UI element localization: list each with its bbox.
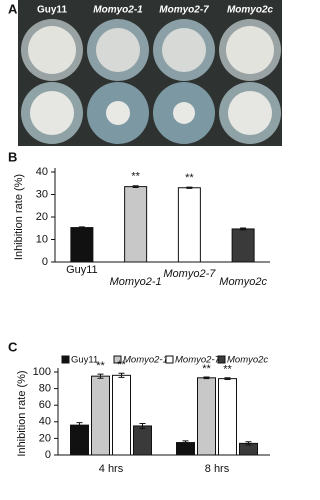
bar	[70, 424, 89, 456]
legend-label: Momyo2-1	[123, 355, 168, 366]
error-bar	[245, 441, 252, 446]
x-tick-label: Momyo2c	[219, 276, 267, 288]
column-label: Momyo2c	[227, 5, 274, 16]
plates	[21, 19, 281, 144]
x-tick-label: Momyo2-1	[110, 276, 162, 288]
error-bar	[186, 186, 193, 189]
y-tick-label: 40	[39, 416, 51, 428]
bar	[197, 377, 216, 456]
significance: **	[185, 172, 194, 184]
column-label: Momyo2-7	[159, 5, 209, 16]
x-tick-label: Momyo2-7	[163, 268, 216, 280]
panel-label: B	[8, 149, 17, 164]
significance: **	[96, 360, 105, 372]
row-label: 0 mM H₂O₂	[8, 24, 19, 76]
panel-label: C	[8, 339, 18, 354]
y-tick-label: 0	[42, 256, 48, 268]
row-label: 3 mM H₂O₂	[8, 87, 19, 139]
error-bar	[182, 440, 189, 445]
x-tick-label: 8 hrs	[205, 463, 230, 475]
bar	[133, 425, 152, 456]
significance: **	[202, 363, 211, 375]
error-bar	[78, 226, 85, 229]
column-label: Guy11	[37, 5, 67, 16]
y-tick-label: 80	[39, 383, 51, 395]
y-tick-label: 10	[36, 233, 48, 245]
significance: **	[117, 359, 126, 371]
error-bar	[118, 372, 125, 378]
legend-swatch	[217, 355, 226, 364]
y-axis-label: Inhibition rate (%)	[13, 174, 25, 260]
significance: **	[131, 171, 140, 183]
legend-label: Momyo2c	[227, 355, 268, 366]
y-tick-label: 20	[39, 432, 51, 444]
y-tick-label: 20	[36, 211, 48, 223]
error-bar	[139, 422, 146, 429]
y-tick-label: 100	[33, 366, 51, 378]
x-tick-label: 4 hrs	[99, 463, 124, 475]
bar	[112, 374, 131, 456]
legend-label: Guy11	[71, 355, 98, 366]
legend-swatch	[61, 355, 70, 364]
x-tick-label: Guy11	[66, 264, 98, 276]
bar	[70, 227, 94, 263]
error-bar	[97, 373, 104, 379]
bar	[124, 186, 148, 263]
y-tick-label: 0	[45, 449, 51, 461]
bar	[177, 187, 201, 263]
bar	[218, 378, 237, 456]
y-tick-label: 60	[39, 399, 51, 411]
legend-label: Momyo2-7	[175, 355, 221, 366]
legend-swatch	[165, 355, 174, 364]
error-bar	[224, 377, 231, 380]
legend-swatch	[113, 355, 122, 364]
y-axis-label: Inhibition rate (%)	[16, 370, 28, 456]
error-bar	[132, 185, 139, 189]
figure: A Guy11 Momyo2-1 Momyo2-7 Momyo2c 0 mM H…	[8, 0, 282, 475]
error-bar	[203, 376, 210, 380]
error-bar	[240, 227, 247, 231]
column-label: Momyo2-1	[93, 5, 143, 16]
error-bar	[76, 422, 83, 429]
y-tick-label: 40	[36, 166, 48, 178]
panel-label: A	[8, 1, 18, 16]
bar	[231, 228, 255, 263]
significance: **	[223, 364, 232, 376]
bar	[91, 375, 110, 456]
y-tick-label: 30	[36, 188, 48, 200]
